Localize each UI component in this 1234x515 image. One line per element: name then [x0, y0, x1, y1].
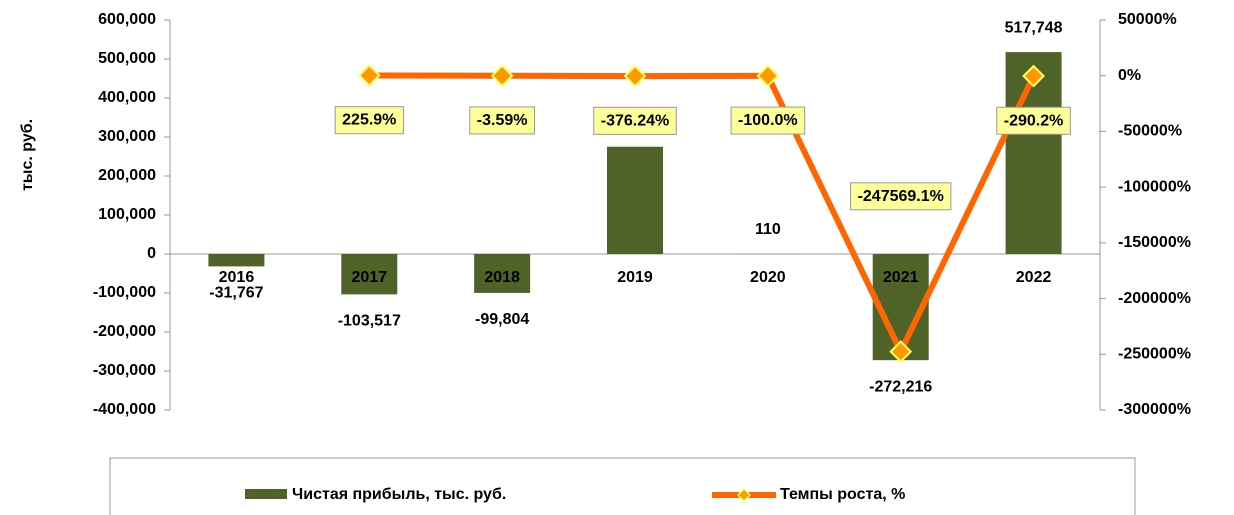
y-tick-label: 400,000 [98, 89, 156, 106]
y-tick-label: 500,000 [98, 50, 156, 67]
legend-box [109, 457, 1136, 515]
y2-tick-label: -50000% [1118, 123, 1182, 140]
marker [756, 64, 780, 88]
line-label-box [730, 106, 806, 135]
line-label: -247569.1% [858, 188, 944, 205]
marker [490, 64, 514, 88]
y-tick-label: 600,000 [98, 11, 156, 28]
y2-tick-label: -300000% [1118, 401, 1191, 418]
bar-label: 110 [755, 221, 781, 238]
legend-label: Темпы роста, % [780, 486, 905, 503]
x-tick-label: 2019 [617, 269, 653, 286]
marker [623, 64, 647, 88]
bar [208, 254, 265, 267]
x-tick-label: 2020 [750, 269, 786, 286]
line-label: -376.24% [601, 112, 670, 129]
line-label: -3.59% [477, 112, 528, 129]
x-tick-label: 2016 [219, 269, 255, 286]
y-tick-label: -400,000 [93, 401, 156, 418]
y2-tick-label: 0% [1118, 67, 1141, 84]
y-tick-label: 200,000 [98, 167, 156, 184]
y2-tick-label: 50000% [1118, 11, 1177, 28]
y-tick-label: 100,000 [98, 206, 156, 223]
y2-tick-label: -150000% [1118, 234, 1191, 251]
x-tick-label: 2022 [1016, 269, 1052, 286]
x-tick-label: 2017 [351, 269, 387, 286]
marker [1022, 64, 1045, 88]
y-tick-label: -100,000 [93, 284, 156, 301]
line-label-box [850, 182, 952, 211]
legend-label: Чистая прибыль, тыс. руб. [292, 486, 506, 503]
marker [889, 340, 913, 363]
line-label: 225.9% [342, 112, 396, 129]
x-tick-label: 2018 [484, 269, 520, 286]
line-label-box [334, 106, 404, 135]
legend-swatch [245, 489, 287, 499]
y-tick-label: 300,000 [98, 128, 156, 145]
y2-tick-label: -200000% [1118, 290, 1191, 307]
line-label: -100.0% [738, 112, 798, 129]
bar [341, 254, 398, 295]
y-tick-label: -200,000 [93, 323, 156, 340]
line-label-box [469, 106, 535, 135]
bar-label: -99,804 [475, 311, 529, 328]
bar-label: -103,517 [338, 313, 401, 330]
marker [357, 64, 381, 87]
bar-label: -272,216 [869, 378, 932, 395]
line-label-box [593, 106, 677, 135]
bar-label: 517,748 [1005, 19, 1063, 36]
bar [474, 254, 531, 293]
y-tick-label: -300,000 [93, 362, 156, 379]
x-tick-label: 2021 [883, 269, 919, 286]
y-axis-label: тыс. руб. [19, 119, 36, 191]
y2-tick-label: -100000% [1118, 178, 1191, 195]
y-tick-label: 0 [147, 245, 156, 262]
y2-tick-label: -250000% [1118, 346, 1191, 363]
bar-label: -31,767 [209, 285, 263, 302]
line-label: -290.2% [1004, 112, 1064, 129]
line-label-box [996, 106, 1071, 135]
bar [607, 146, 663, 254]
legend-marker [736, 487, 752, 503]
line [369, 72, 1037, 355]
